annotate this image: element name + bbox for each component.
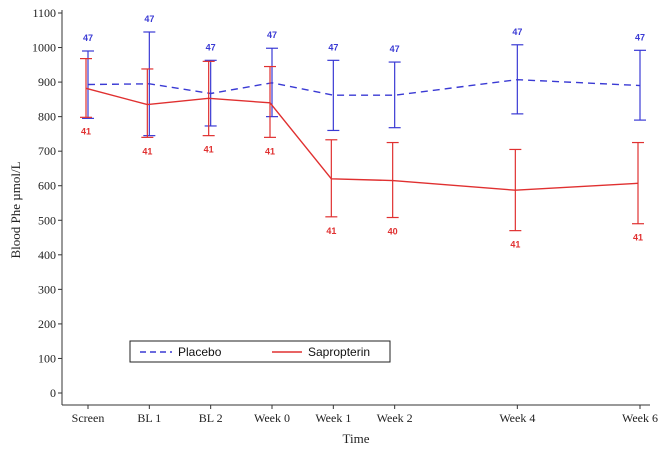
- x-tick-label: Week 0: [254, 411, 290, 425]
- y-tick-label: 700: [38, 144, 56, 158]
- y-tick-label: 400: [38, 248, 56, 262]
- n-label-placebo: 47: [512, 27, 522, 37]
- x-tick-label: BL 1: [137, 411, 161, 425]
- axes: [58, 10, 650, 409]
- y-tick-label: 100: [38, 351, 56, 365]
- n-label-placebo: 47: [83, 33, 93, 43]
- x-tick-label: Screen: [72, 411, 105, 425]
- x-axis-label: Time: [343, 431, 370, 446]
- legend-label-placebo: Placebo: [178, 345, 222, 359]
- n-label-placebo: 47: [206, 42, 216, 52]
- y-tick-label: 1000: [32, 41, 56, 55]
- y-axis-label: Blood Phe µmol/L: [8, 161, 23, 258]
- y-tick-label: 1100: [32, 6, 56, 20]
- series-line-sapropterin: [85, 87, 639, 191]
- legend-box: [129, 340, 391, 363]
- legend-label-sapropterin: Sapropterin: [308, 345, 370, 359]
- n-label-placebo: 47: [328, 42, 338, 52]
- n-label-sapropterin: 41: [265, 146, 275, 156]
- n-label-sapropterin: 41: [81, 126, 91, 136]
- x-tick-label: Week 6: [622, 411, 658, 425]
- n-label-sapropterin: 41: [510, 240, 520, 250]
- tick-labels: 0 100 200 300 400 500 600 700 800 900 1000 1100 Scre…: [32, 6, 658, 425]
- series-placebo: 47 47 47 47 47 47 47 47: [82, 14, 646, 137]
- n-label-placebo: 47: [267, 30, 277, 40]
- series-sapropterin: 41 41 41 41 41 40 41 41: [80, 57, 644, 250]
- x-tick-label: Week 4: [499, 411, 535, 425]
- x-tick-label: BL 2: [199, 411, 223, 425]
- x-tick-label: Week 1: [315, 411, 351, 425]
- n-label-placebo: 47: [635, 32, 645, 42]
- n-label-placebo: 47: [390, 44, 400, 54]
- y-tick-label: 800: [38, 110, 56, 124]
- n-label-sapropterin: 41: [204, 145, 214, 155]
- legend: Placebo Sapropterin: [129, 340, 391, 363]
- n-label-sapropterin: 41: [142, 146, 152, 156]
- series-line-placebo: [87, 78, 641, 96]
- y-tick-label: 900: [38, 75, 56, 89]
- y-tick-label: 0: [50, 386, 56, 400]
- y-tick-label: 600: [38, 179, 56, 193]
- y-tick-label: 200: [38, 317, 56, 331]
- y-tick-label: 500: [38, 213, 56, 227]
- y-tick-label: 300: [38, 282, 56, 296]
- n-label-sapropterin: 40: [388, 227, 398, 237]
- n-label-placebo: 47: [144, 14, 154, 24]
- n-label-sapropterin: 41: [633, 233, 643, 243]
- x-tick-label: Week 2: [377, 411, 413, 425]
- n-label-sapropterin: 41: [326, 226, 336, 236]
